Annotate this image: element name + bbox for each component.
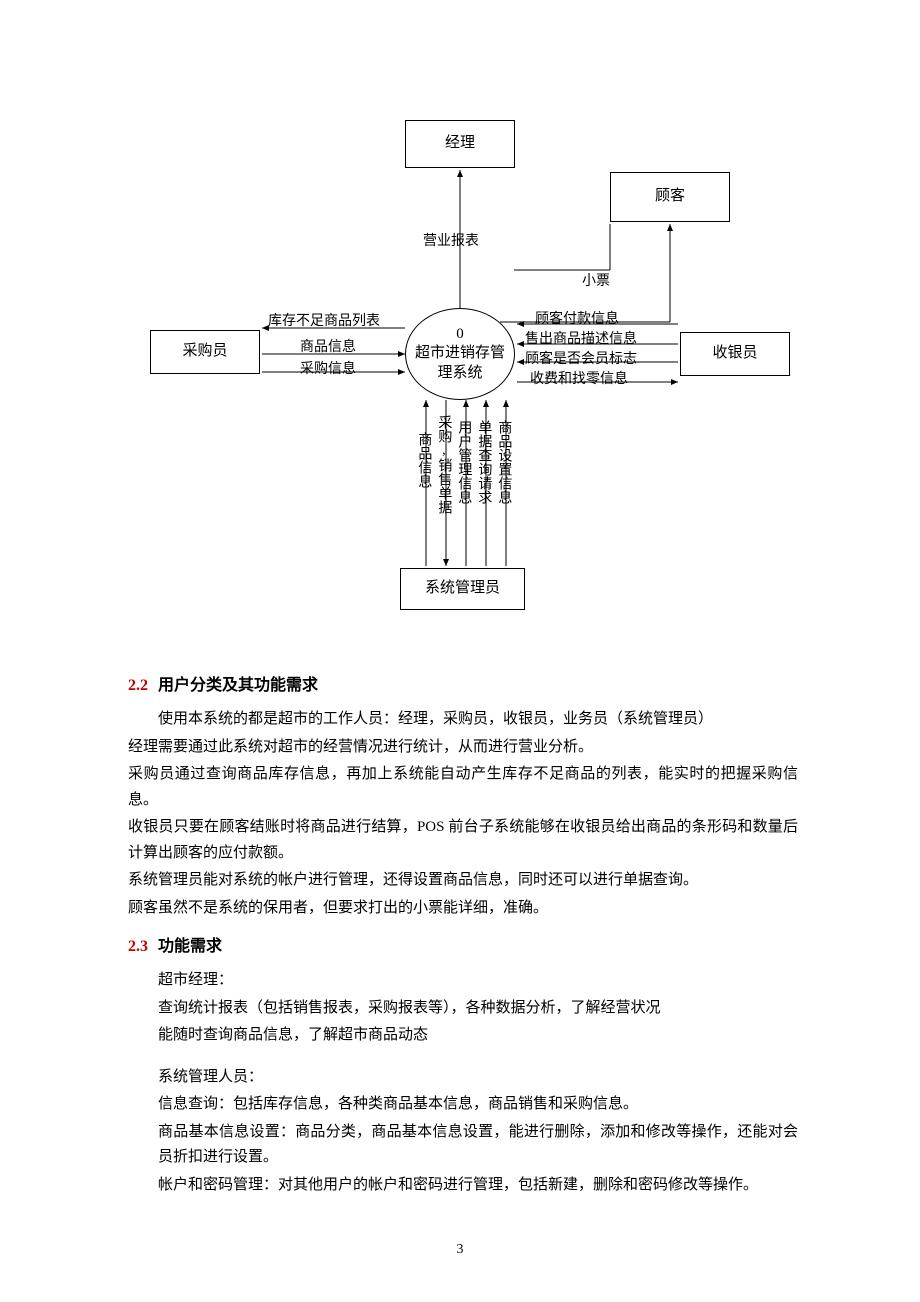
edge-label-admin4: 单据查询请求 [476,420,491,504]
page-number: 3 [0,1238,920,1262]
edge-label-admin3: 用户管理信息 [456,420,471,504]
node-admin-label: 系统管理员 [425,576,500,602]
s22-p4: 收银员只要在顾客结账时将商品进行结算，POS 前台子系统能够在收银员给出商品的条… [128,815,798,866]
s22-p2: 经理需要通过此系统对超市的经营情况进行统计，从而进行营业分析。 [128,735,798,761]
role-manager-p2: 能随时查询商品信息，了解超市商品动态 [158,1023,798,1049]
role-manager-p1: 查询统计报表（包括销售报表，采购报表等），各种数据分析，了解经营状况 [158,996,798,1022]
edge-label-admin2: 采购,销售单据 [436,415,451,514]
heading-2-3-label: 功能需求 [158,938,222,955]
node-center-line0: 0 [456,325,464,345]
role-admin-block: 系统管理人员： 信息查询：包括库存信息，各种类商品基本信息，商品销售和采购信息。… [158,1065,798,1199]
heading-2-2: 2.2 用户分类及其功能需求 [128,672,798,699]
edge-label-receipt: 小票 [582,270,610,294]
s22-p5: 系统管理员能对系统的帐户进行管理，还得设置商品信息，同时还可以进行单据查询。 [128,868,798,894]
heading-2-3: 2.3 功能需求 [128,933,798,960]
s22-p1: 使用本系统的都是超市的工作人员：经理，采购员，收银员，业务员（系统管理员） [128,707,798,733]
context-diagram: 经理 顾客 采购员 收银员 系统管理员 0 超市进销存管 理系统 营业报表 小票… [0,110,920,630]
role-admin-head: 系统管理人员： [158,1065,798,1091]
node-manager: 经理 [405,120,515,168]
text-content: 2.2 用户分类及其功能需求 使用本系统的都是超市的工作人员：经理，采购员，收银… [128,660,798,1200]
heading-2-2-label: 用户分类及其功能需求 [158,677,318,694]
edge-label-charge-change: 收费和找零信息 [530,368,628,392]
s22-p3: 采购员通过查询商品库存信息，再加上系统能自动产生库存不足商品的列表，能实时的把握… [128,762,798,813]
edge-label-sales-report: 营业报表 [423,230,479,254]
document-page: 经理 顾客 采购员 收银员 系统管理员 0 超市进销存管 理系统 营业报表 小票… [0,0,920,1302]
heading-2-3-num: 2.3 [128,938,148,955]
node-customer-label: 顾客 [655,184,685,210]
node-admin: 系统管理员 [400,568,525,610]
edge-label-admin5: 商品设置信息 [496,420,511,504]
edge-label-low-stock: 库存不足商品列表 [268,310,380,334]
node-center-line2: 理系统 [437,364,482,384]
role-manager-block: 超市经理： 查询统计报表（包括销售报表，采购报表等），各种数据分析，了解经营状况… [158,968,798,1049]
edge-label-purchase-info: 采购信息 [300,358,356,382]
heading-2-2-num: 2.2 [128,677,148,694]
node-center-line1: 超市进销存管 [415,344,505,364]
role-admin-p3: 帐户和密码管理：对其他用户的帐户和密码进行管理，包括新建，删除和密码修改等操作。 [158,1173,798,1199]
role-admin-p1: 信息查询：包括库存信息，各种类商品基本信息，商品销售和采购信息。 [158,1092,798,1118]
node-center: 0 超市进销存管 理系统 [405,308,515,400]
s22-p6: 顾客虽然不是系统的保用者，但要求打出的小票能详细，准确。 [128,896,798,922]
role-admin-p2: 商品基本信息设置：商品分类，商品基本信息设置，能进行删除，添加和修改等操作，还能… [158,1120,798,1171]
node-purchaser: 采购员 [150,330,260,374]
edge-label-admin1: 商品信息 [416,432,431,488]
role-manager-head: 超市经理： [158,968,798,994]
node-cashier: 收银员 [680,332,790,376]
node-manager-label: 经理 [445,131,475,157]
node-customer: 顾客 [610,172,730,222]
node-cashier-label: 收银员 [712,341,757,367]
node-purchaser-label: 采购员 [182,339,227,365]
edge-label-product-info: 商品信息 [300,336,356,360]
